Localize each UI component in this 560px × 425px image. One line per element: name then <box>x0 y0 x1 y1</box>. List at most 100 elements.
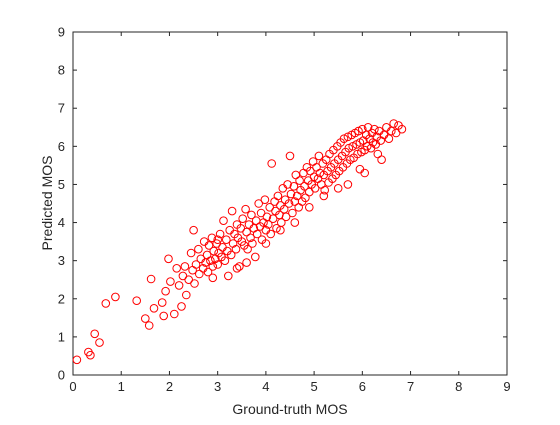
data-point <box>363 123 373 132</box>
y-tick-label: 7 <box>58 101 65 116</box>
data-point <box>333 184 343 193</box>
data-point <box>157 298 167 307</box>
x-tick-label: 5 <box>310 379 317 394</box>
x-axis-title: Ground-truth MOS <box>232 401 347 417</box>
data-point <box>377 155 386 164</box>
data-point <box>227 206 237 216</box>
data-point <box>320 185 330 195</box>
data-point <box>397 124 407 134</box>
data-point <box>161 286 170 296</box>
data-point <box>208 273 218 283</box>
data-point <box>353 149 362 159</box>
data-point <box>220 256 230 266</box>
data-point <box>180 262 190 271</box>
y-axis: 0 1 2 3 4 5 6 7 8 9 <box>58 25 507 383</box>
data-point <box>273 191 283 201</box>
data-point <box>232 264 242 273</box>
data-point <box>224 271 233 281</box>
data-point <box>174 281 184 290</box>
x-tick-label: 2 <box>166 379 173 394</box>
data-point <box>267 159 277 168</box>
data-point <box>247 210 256 220</box>
data-point <box>172 264 181 273</box>
data-point <box>243 244 252 254</box>
data-point <box>384 134 394 143</box>
data-point <box>177 302 186 311</box>
data-point <box>159 311 168 321</box>
data-point <box>358 124 367 134</box>
y-tick-label: 9 <box>58 25 65 40</box>
data-point <box>86 350 95 360</box>
data-point <box>261 239 271 248</box>
data-point <box>101 299 111 308</box>
data-point <box>203 267 213 277</box>
data-point <box>284 199 294 208</box>
y-tick-label: 3 <box>58 253 65 268</box>
data-point <box>344 143 354 153</box>
data-point <box>146 274 156 284</box>
data-point <box>370 124 379 134</box>
data-point <box>231 244 241 254</box>
data-point <box>90 329 99 339</box>
x-tick-label: 3 <box>214 379 221 394</box>
data-point <box>194 244 203 254</box>
data-point <box>204 241 214 250</box>
x-tick-label: 8 <box>455 379 462 394</box>
data-point <box>315 168 325 178</box>
data-point <box>288 208 297 218</box>
data-point <box>343 180 353 189</box>
data-point <box>235 262 244 271</box>
data-point <box>206 256 215 266</box>
data-point <box>191 260 201 269</box>
data-point <box>272 224 281 233</box>
data-point <box>132 296 141 306</box>
data-point <box>141 314 150 323</box>
data-point <box>242 227 251 237</box>
data-point <box>387 126 396 136</box>
data-point <box>268 214 278 223</box>
plot-area <box>72 31 508 376</box>
data-point <box>283 180 292 189</box>
data-point <box>251 252 260 262</box>
data-point <box>242 258 251 267</box>
data-point <box>305 203 314 212</box>
y-tick-label: 2 <box>58 291 65 306</box>
y-tick-label: 4 <box>58 215 65 230</box>
data-point <box>186 248 196 258</box>
data-point <box>301 193 310 203</box>
data-point <box>144 321 154 330</box>
data-point <box>213 260 222 269</box>
data-point <box>389 119 399 128</box>
data-point <box>208 262 218 271</box>
data-point <box>166 277 175 286</box>
data-point <box>266 229 276 239</box>
data-point <box>286 189 296 199</box>
data-point <box>222 235 231 244</box>
data-point <box>246 233 255 243</box>
data-point <box>215 229 225 239</box>
y-tick-label: 1 <box>58 329 65 344</box>
data-point <box>319 191 329 201</box>
x-tick-label: 0 <box>69 379 76 394</box>
data-point <box>289 182 299 191</box>
data-point <box>290 218 300 227</box>
data-point <box>264 220 273 229</box>
y-tick-label: 8 <box>58 63 65 78</box>
data-point <box>241 204 250 214</box>
data-point <box>226 250 236 260</box>
y-tick-label: 0 <box>58 368 65 383</box>
data-point <box>281 212 291 222</box>
data-point <box>339 134 349 143</box>
data-point <box>111 292 120 302</box>
data-point <box>213 235 222 244</box>
y-tick-label: 5 <box>58 177 65 192</box>
data-point <box>164 254 173 264</box>
y-axis-title: Predicted MOS <box>39 156 55 251</box>
data-point <box>360 168 370 178</box>
data-point <box>314 151 324 161</box>
data-point <box>219 216 228 225</box>
data-point <box>190 279 199 288</box>
x-tick-label: 6 <box>359 379 366 394</box>
